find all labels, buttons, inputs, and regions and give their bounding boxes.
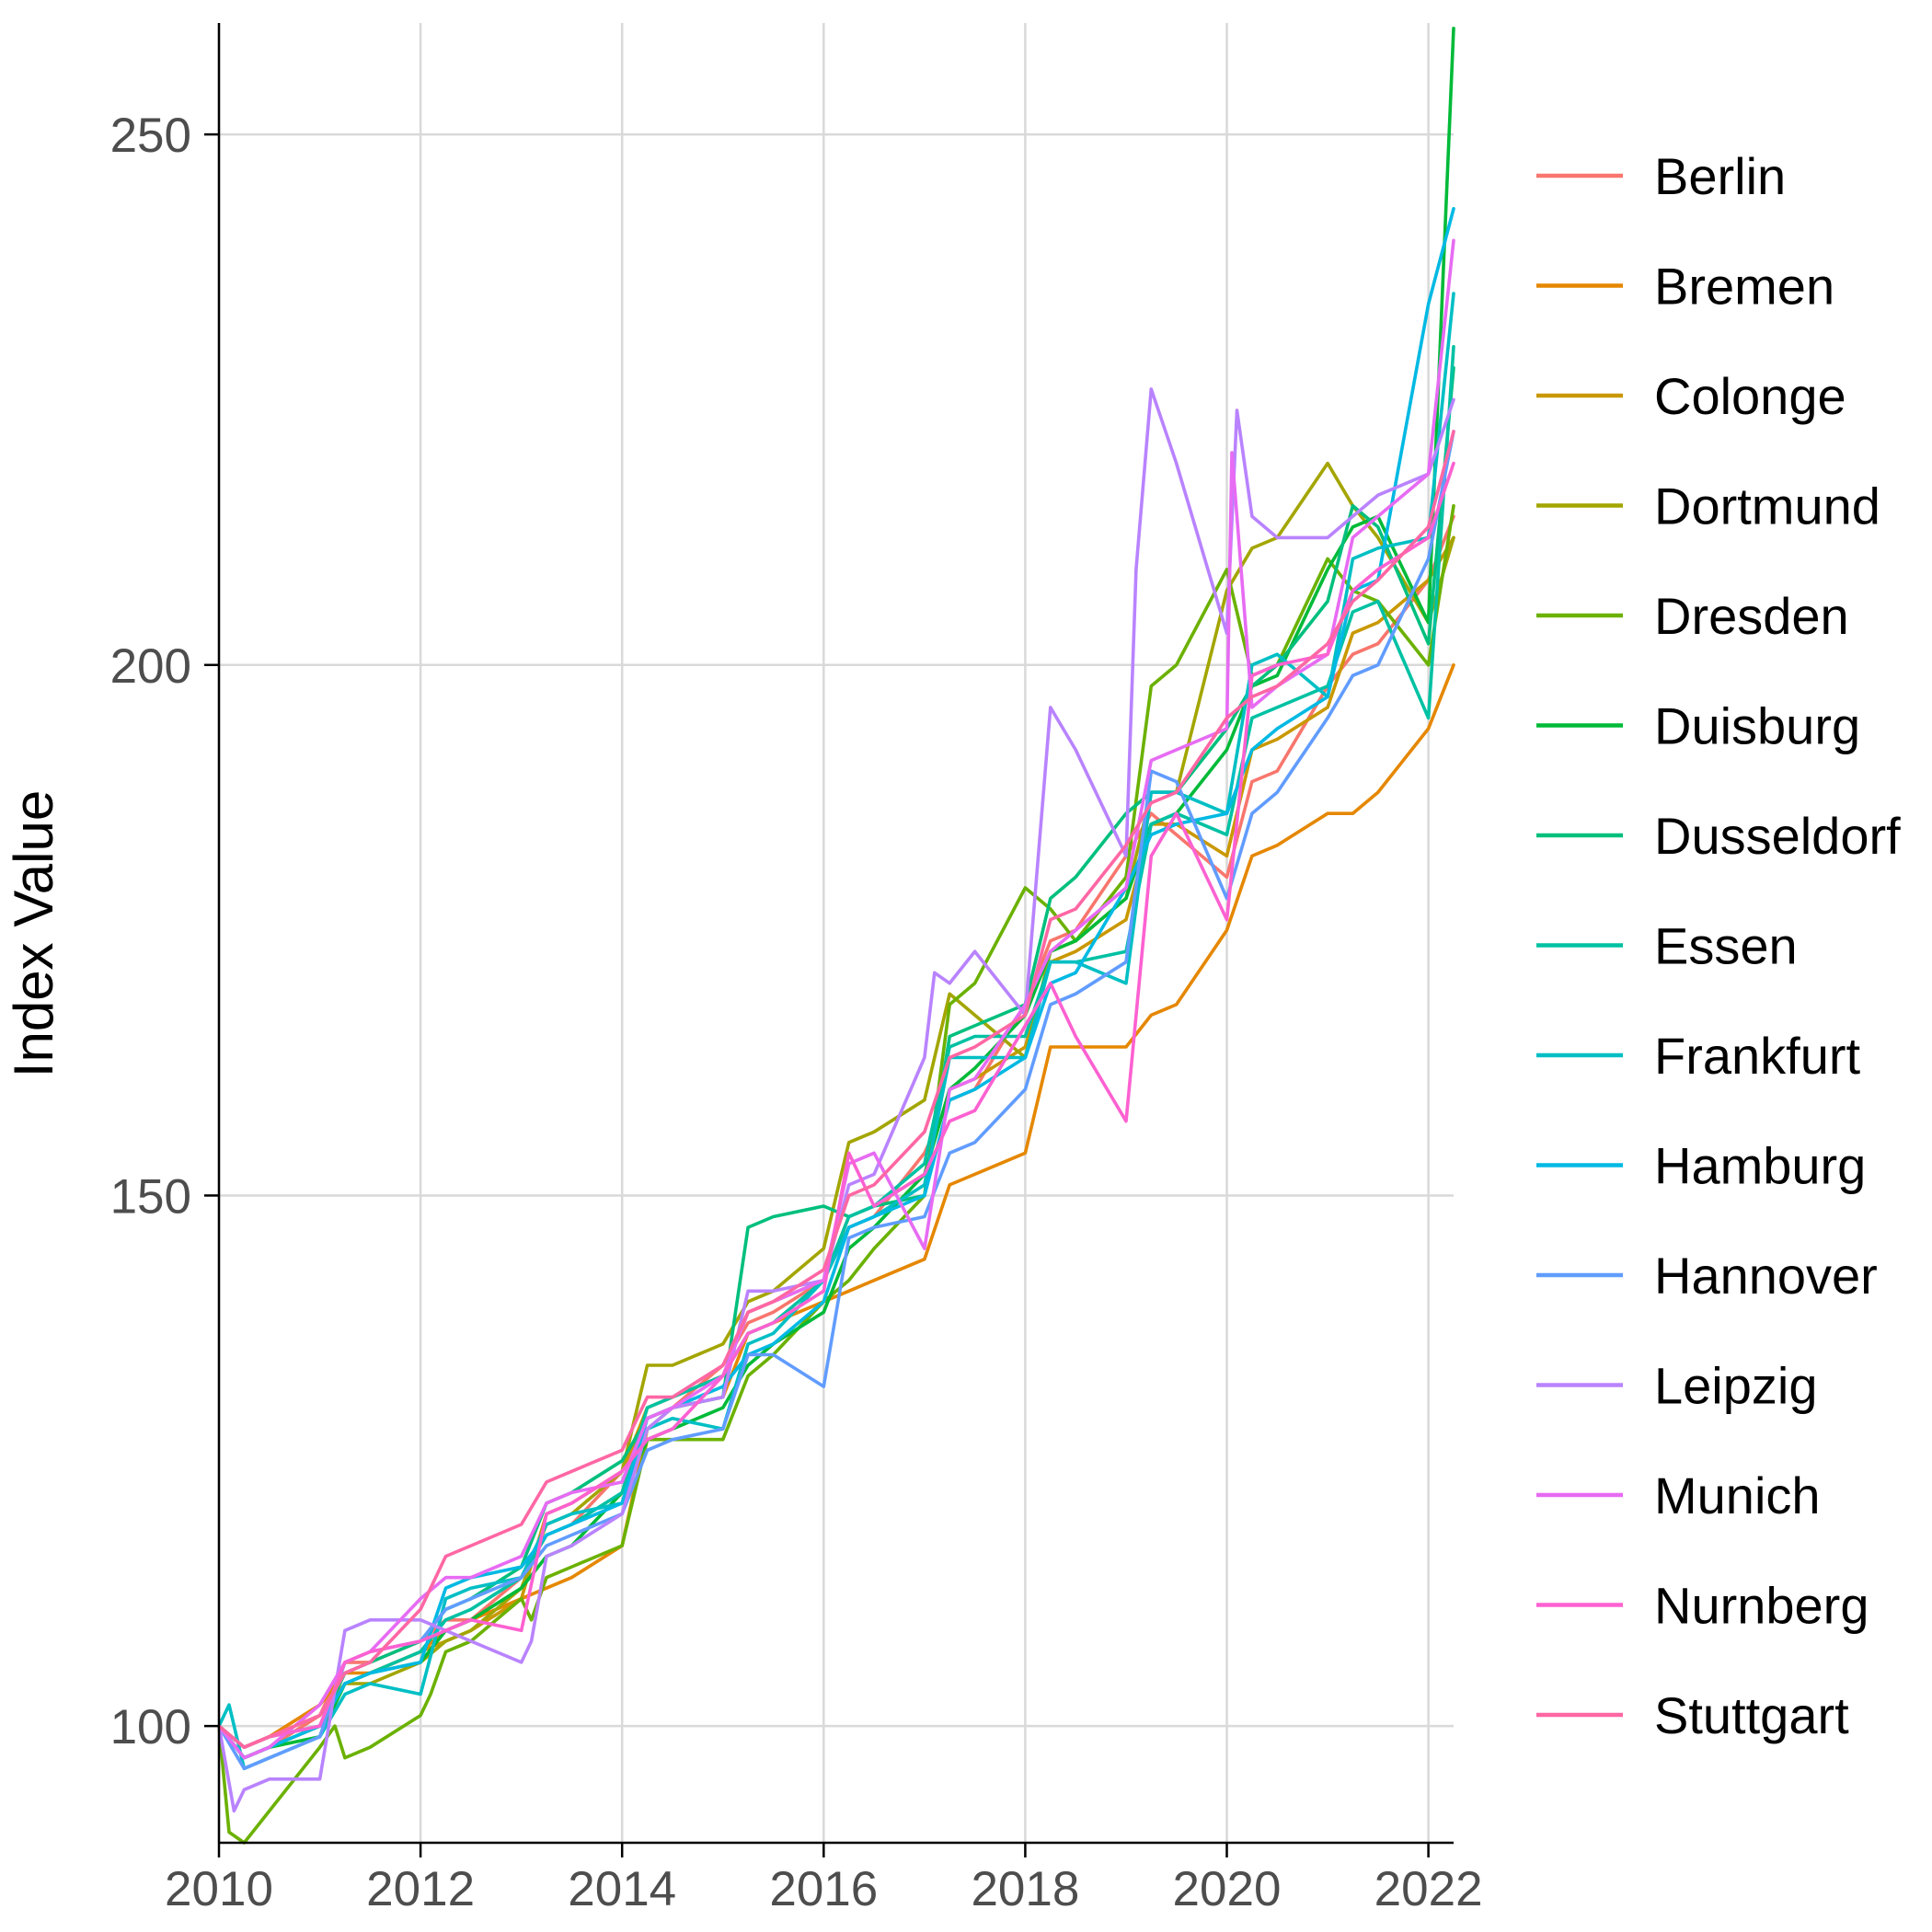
series-line-duisburg (217, 26, 1455, 1760)
series-line-berlin (217, 514, 1455, 1760)
legend-label: Dusseldorf (1654, 807, 1901, 865)
series-line-munich (217, 238, 1455, 1760)
legend-label: Nurnberg (1654, 1577, 1869, 1635)
series-line-essen (217, 344, 1455, 1760)
series-line-hamburg (217, 207, 1455, 1760)
y-tick-label: 200 (110, 639, 191, 694)
legend-label: Duisburg (1654, 697, 1860, 755)
series-line-colonge (217, 535, 1455, 1749)
legend-label: Stuttgart (1654, 1686, 1849, 1744)
y-tick-label: 250 (110, 109, 191, 163)
x-tick-label: 2018 (971, 1862, 1079, 1916)
series-lines (217, 26, 1455, 1845)
legend-label: Dortmund (1654, 477, 1880, 535)
y-axis-title: Index Value (3, 790, 64, 1077)
x-tick-label: 2010 (165, 1862, 273, 1916)
x-tick-label: 2016 (769, 1862, 878, 1916)
x-tick-label: 2014 (568, 1862, 676, 1916)
legend-label: Frankfurt (1654, 1027, 1860, 1085)
x-tick-label: 2012 (366, 1862, 475, 1916)
legend-label: Colonge (1654, 367, 1846, 425)
series-line-frankfurt (217, 292, 1455, 1771)
series-line-dresden (217, 503, 1455, 1845)
y-tick-label: 100 (110, 1700, 191, 1754)
legend-label: Essen (1654, 917, 1798, 975)
series-line-nurnberg (217, 461, 1455, 1749)
legend-label: Hannover (1654, 1247, 1878, 1305)
legend-label: Munich (1654, 1466, 1821, 1524)
y-tick-label: 150 (110, 1169, 191, 1224)
legend: Berlin Bremen Colonge Dortmund Dresden Duisbu… (1536, 147, 1901, 1744)
x-tick-label: 2022 (1374, 1862, 1483, 1916)
series-line-bremen (217, 662, 1455, 1749)
legend-label: Dresden (1654, 587, 1849, 645)
legend-label: Leipzig (1654, 1357, 1817, 1415)
series-line-hannover (217, 430, 1455, 1771)
series-line-dusseldorf (217, 365, 1455, 1749)
grid (217, 23, 1454, 1843)
series-line-stuttgart (217, 430, 1455, 1749)
axes: 2010 2012 2014 2016 2018 2020 2022 100 150 200 250 (110, 23, 1483, 1916)
x-tick-label: 2020 (1173, 1862, 1282, 1916)
legend-label: Bremen (1654, 258, 1834, 316)
series-line-leipzig (217, 387, 1455, 1813)
legend-label: Hamburg (1654, 1137, 1866, 1195)
legend-label: Berlin (1654, 147, 1786, 205)
